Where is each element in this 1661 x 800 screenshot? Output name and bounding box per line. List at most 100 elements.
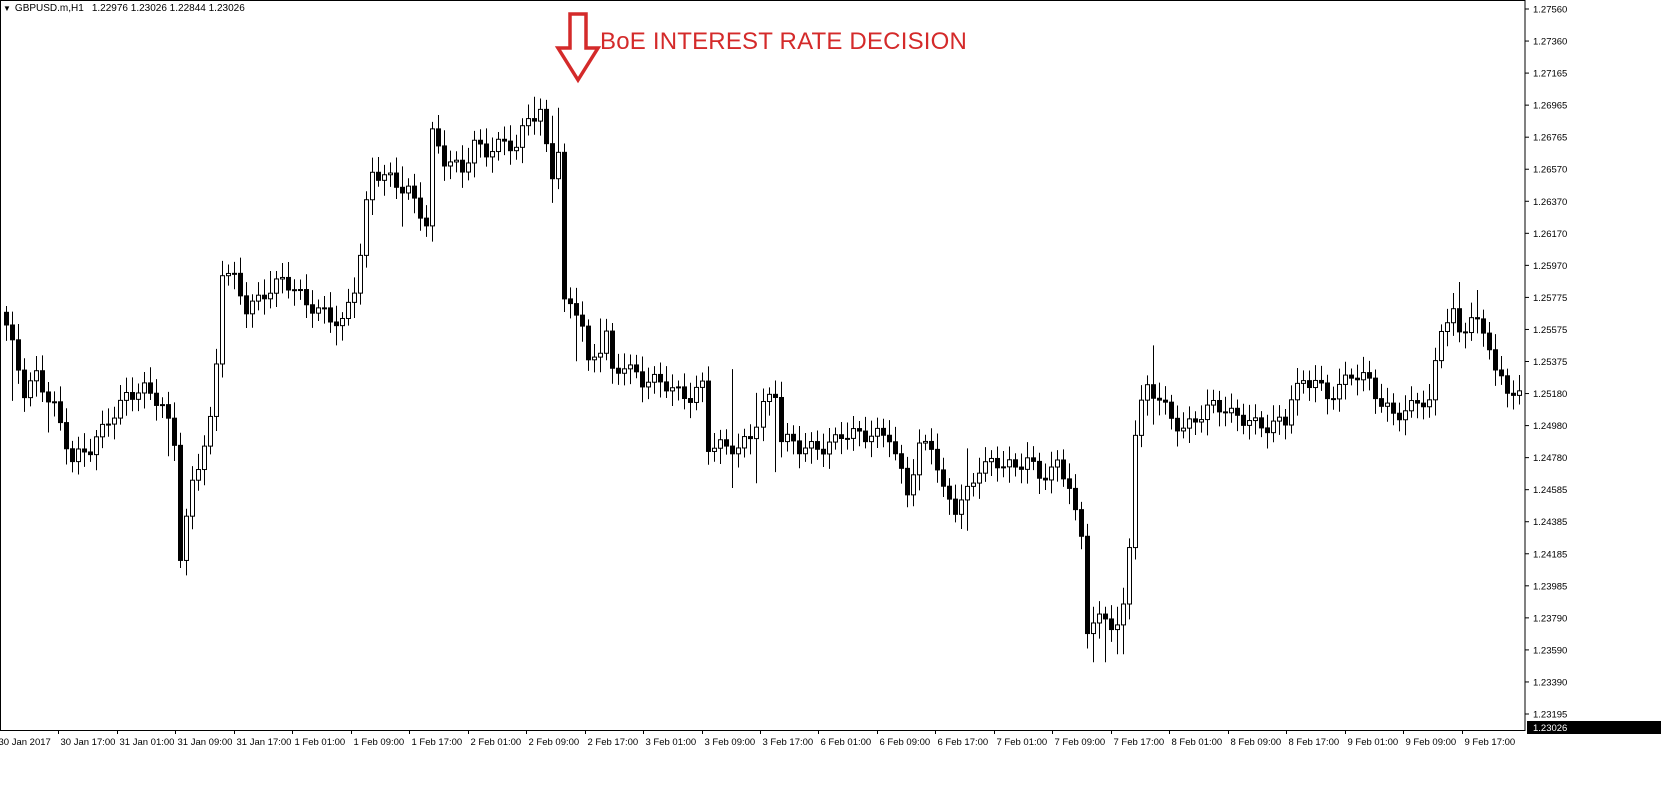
candle-body-bear [664, 381, 669, 392]
candle-body-bear [562, 151, 567, 300]
y-tick-label: 1.25375 [1533, 357, 1567, 368]
candle [130, 377, 135, 412]
candle [971, 472, 976, 497]
candle [106, 408, 111, 437]
candle [857, 421, 862, 447]
candle-body-bear [779, 396, 784, 443]
candle [1355, 364, 1360, 396]
candle [640, 356, 645, 403]
candle-body-bull [917, 442, 922, 476]
candle-body-bear [1079, 509, 1084, 537]
down-arrow-icon [554, 12, 602, 84]
candle-body-bull [298, 289, 303, 292]
candle [484, 128, 489, 167]
candle [676, 380, 681, 401]
candle [586, 319, 591, 371]
candle [1205, 389, 1210, 436]
candle-body-bear [1151, 384, 1156, 399]
candle-body-bull [827, 441, 832, 455]
candle [514, 134, 519, 160]
candle-body-bull [1295, 382, 1300, 401]
candle-body-bear [58, 401, 63, 424]
candle [724, 429, 729, 455]
candle [694, 375, 699, 411]
candle [478, 129, 483, 158]
candle-body-bull [736, 447, 741, 455]
candle-body-bear [1487, 332, 1492, 351]
candle [1439, 324, 1444, 369]
y-tick-label: 1.27360 [1533, 37, 1567, 48]
candle-body-bear [484, 143, 489, 158]
ohlc-readout: 1.22976 1.23026 1.22844 1.23026 [91, 2, 245, 14]
y-tick-label: 1.25575 [1533, 325, 1567, 336]
candle-body-bear [286, 276, 291, 291]
candle-body-bull [965, 485, 970, 501]
candle-body-bull [112, 417, 117, 425]
candle [1511, 380, 1516, 410]
candle [1013, 453, 1018, 477]
candle-body-bear [148, 382, 153, 394]
candle [118, 385, 123, 425]
candle [124, 377, 129, 416]
candle-body-bull [670, 387, 675, 392]
candle-body-bear [941, 469, 946, 487]
candle [370, 157, 375, 216]
candle-body-bull [1205, 404, 1210, 421]
candle [1391, 393, 1396, 426]
candle-body-bull [220, 275, 225, 365]
y-tick-label: 1.25180 [1533, 389, 1567, 400]
candle [250, 294, 255, 328]
candle [899, 444, 904, 484]
candle-body-bull [1289, 399, 1294, 426]
candle-body-bull [1127, 547, 1132, 605]
candle [322, 295, 327, 324]
candle [460, 145, 465, 188]
candle-body-bear [400, 186, 405, 194]
candle [1181, 412, 1186, 439]
plot-area[interactable] [0, 0, 1526, 731]
candle [1235, 399, 1240, 432]
candle [604, 318, 609, 361]
candle [208, 406, 213, 455]
candle-body-bear [658, 373, 663, 383]
candle [791, 425, 796, 455]
candle-body-bear [4, 311, 9, 326]
candle-body-bear [1415, 400, 1420, 404]
candle [616, 353, 621, 385]
candle [1223, 396, 1228, 427]
candle [220, 260, 225, 378]
candle [1517, 375, 1522, 405]
x-tick-label: 6 Feb 17:00 [938, 737, 989, 748]
candle-body-bear [1013, 459, 1018, 468]
candle [628, 354, 633, 385]
candle [1385, 387, 1390, 422]
candle-body-bear [436, 128, 441, 147]
candle [983, 447, 988, 482]
candle [574, 287, 579, 362]
candle [88, 438, 93, 462]
candle-body-bull [1211, 399, 1216, 406]
candle-body-bull [1199, 419, 1204, 423]
candle-body-bear [1397, 412, 1402, 421]
candle-body-bear [70, 448, 75, 463]
candle [1301, 370, 1306, 394]
candle [1211, 389, 1216, 414]
x-tick-label: 7 Feb 01:00 [997, 737, 1048, 748]
candle [184, 508, 189, 576]
candle [76, 436, 81, 475]
candle-body-bear [1355, 377, 1360, 381]
candle-body-bear [328, 307, 333, 323]
candle [1445, 308, 1450, 347]
candle [382, 164, 387, 196]
x-tick-label: 6 Feb 09:00 [880, 737, 931, 748]
collapse-triangle-icon[interactable]: ▼ [3, 3, 11, 13]
candle-body-bull [869, 435, 874, 443]
candle [1061, 449, 1066, 487]
candle [1091, 606, 1096, 663]
candle-body-bear [172, 417, 177, 446]
candle [1121, 587, 1126, 655]
candle [178, 432, 183, 568]
y-tick-label: 1.24185 [1533, 549, 1567, 560]
